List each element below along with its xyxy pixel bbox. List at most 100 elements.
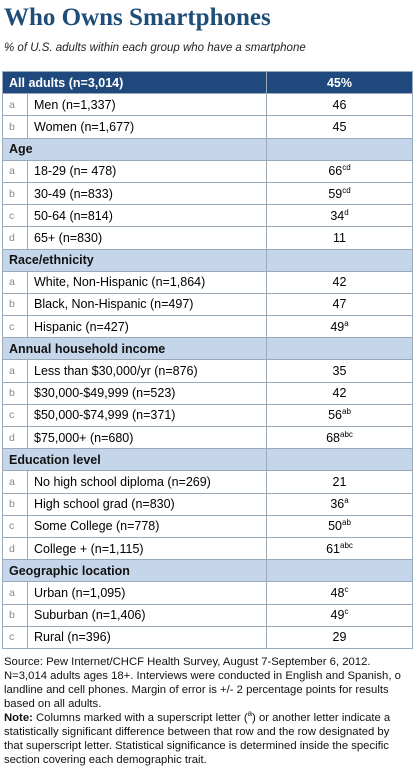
row-letter: b bbox=[2, 181, 28, 206]
row-value: 11 bbox=[333, 230, 346, 245]
row-value-cell: 49a bbox=[266, 315, 413, 339]
significance: c bbox=[344, 606, 349, 616]
data-row: b Black, Non-Hispanic (n=497) 47 bbox=[2, 292, 413, 317]
row-label: Hispanic (n=427) bbox=[27, 315, 267, 339]
significance: a bbox=[344, 318, 349, 328]
data-row: d 65+ (n=830) 11 bbox=[2, 226, 413, 250]
row-value: 42 bbox=[332, 275, 347, 290]
significance: c bbox=[344, 584, 349, 594]
data-row: b 30-49 (n=833) 59cd bbox=[2, 181, 413, 206]
row-label: 30-49 (n=833) bbox=[27, 181, 267, 206]
row-label: Some College (n=778) bbox=[27, 514, 267, 538]
row-value-cell: 59cd bbox=[266, 181, 413, 206]
section-row: Education level bbox=[2, 448, 413, 472]
row-value-cell: 61abc bbox=[266, 536, 413, 561]
note-text: ) or another letter indicate a bbox=[252, 712, 391, 724]
section-blank bbox=[266, 137, 413, 161]
row-letter: b bbox=[2, 115, 28, 139]
section-title: Geographic location bbox=[2, 559, 267, 583]
row-label: Women (n=1,677) bbox=[27, 115, 267, 139]
row-label: $75,000+ (n=680) bbox=[27, 425, 267, 450]
row-label: Men (n=1,337) bbox=[27, 93, 267, 117]
row-letter: c bbox=[2, 204, 28, 228]
source-line: Source: Pew Internet/CHCF Health Survey,… bbox=[4, 656, 371, 668]
section-row: Age bbox=[2, 137, 413, 161]
table-body: All adults (n=3,014) 45% a Men (n=1,337) 46 b… bbox=[2, 70, 413, 649]
row-value-cell: 42 bbox=[266, 270, 413, 294]
total-value: 45% bbox=[266, 70, 413, 95]
row-label: $30,000-$49,999 (n=523) bbox=[27, 381, 267, 405]
row-letter: b bbox=[2, 492, 28, 516]
row-value-cell: 49c bbox=[266, 603, 413, 627]
section-row: Geographic location bbox=[2, 559, 413, 583]
row-value: 49 bbox=[330, 319, 345, 334]
row-label: 65+ (n=830) bbox=[27, 226, 267, 250]
subtitle: % of U.S. adults within each group who h… bbox=[4, 42, 306, 54]
row-value-cell: 29 bbox=[266, 625, 413, 649]
title: Who Owns Smartphones bbox=[4, 4, 271, 31]
row-value-cell: 66cd bbox=[266, 159, 413, 183]
note-label: Note: bbox=[4, 712, 33, 724]
total-label: All adults (n=3,014) bbox=[2, 70, 267, 95]
significance: cd bbox=[342, 185, 351, 195]
note-line: statistically significant difference bet… bbox=[4, 726, 390, 738]
note-text: Columns marked with a superscript letter… bbox=[36, 712, 248, 724]
row-letter: c bbox=[2, 625, 28, 649]
row-value: 66 bbox=[328, 164, 343, 179]
row-value-cell: 68abc bbox=[266, 425, 413, 450]
data-row: a Less than $30,000/yr (n=876) 35 bbox=[2, 359, 413, 383]
row-value: 21 bbox=[332, 474, 347, 489]
row-value: 35 bbox=[332, 364, 347, 379]
row-label: No high school diploma (n=269) bbox=[27, 470, 267, 494]
section-blank bbox=[266, 248, 413, 272]
row-label: Rural (n=396) bbox=[27, 625, 267, 649]
row-label: High school grad (n=830) bbox=[27, 492, 267, 516]
data-row: c 50-64 (n=814) 34d bbox=[2, 204, 413, 228]
row-value: 45 bbox=[332, 119, 347, 134]
section-title: Race/ethnicity bbox=[2, 248, 267, 272]
row-letter: a bbox=[2, 93, 28, 117]
data-row: d College + (n=1,115) 61abc bbox=[2, 536, 413, 561]
row-value: 42 bbox=[332, 386, 347, 401]
row-label: 18-29 (n= 478) bbox=[27, 159, 267, 183]
section-blank bbox=[266, 448, 413, 472]
row-label: Suburban (n=1,406) bbox=[27, 603, 267, 627]
row-value-cell: 36a bbox=[266, 492, 413, 516]
row-letter: d bbox=[2, 226, 28, 250]
row-letter: a bbox=[2, 581, 28, 605]
row-value-cell: 42 bbox=[266, 381, 413, 405]
row-letter: a bbox=[2, 159, 28, 183]
note-line: Note: Columns marked with a superscript … bbox=[4, 710, 401, 725]
row-value: 47 bbox=[332, 297, 347, 312]
data-row: b $30,000-$49,999 (n=523) 42 bbox=[2, 381, 413, 405]
data-row: c Some College (n=778) 50ab bbox=[2, 514, 413, 538]
data-row: c Hispanic (n=427) 49a bbox=[2, 315, 413, 339]
source-line: landline and cell phones. Margin of erro… bbox=[4, 684, 389, 696]
section-title: Education level bbox=[2, 448, 267, 472]
data-row: b Suburban (n=1,406) 49c bbox=[2, 603, 413, 627]
row-letter: c bbox=[2, 514, 28, 538]
row-value-cell: 46 bbox=[266, 93, 413, 117]
section-blank bbox=[266, 559, 413, 583]
row-label: $50,000-$74,999 (n=371) bbox=[27, 403, 267, 428]
significance: ab bbox=[342, 518, 351, 528]
row-letter: d bbox=[2, 425, 28, 450]
significance: d bbox=[344, 207, 349, 217]
row-letter: a bbox=[2, 270, 28, 294]
row-value: 61 bbox=[326, 541, 340, 556]
row-value-cell: 48c bbox=[266, 581, 413, 605]
row-value-cell: 45 bbox=[266, 115, 413, 139]
row-value: 46 bbox=[332, 97, 347, 112]
row-value-cell: 21 bbox=[266, 470, 413, 494]
section-title: Age bbox=[2, 137, 267, 161]
row-letter: c bbox=[2, 403, 28, 428]
data-row: a Urban (n=1,095) 48c bbox=[2, 581, 413, 605]
source-line: based on all adults. bbox=[4, 698, 102, 710]
row-value-cell: 34d bbox=[266, 204, 413, 228]
row-value-cell: 50ab bbox=[266, 514, 413, 538]
row-letter: b bbox=[2, 292, 28, 317]
section-row: Race/ethnicity bbox=[2, 248, 413, 272]
significance: ab bbox=[342, 407, 351, 417]
